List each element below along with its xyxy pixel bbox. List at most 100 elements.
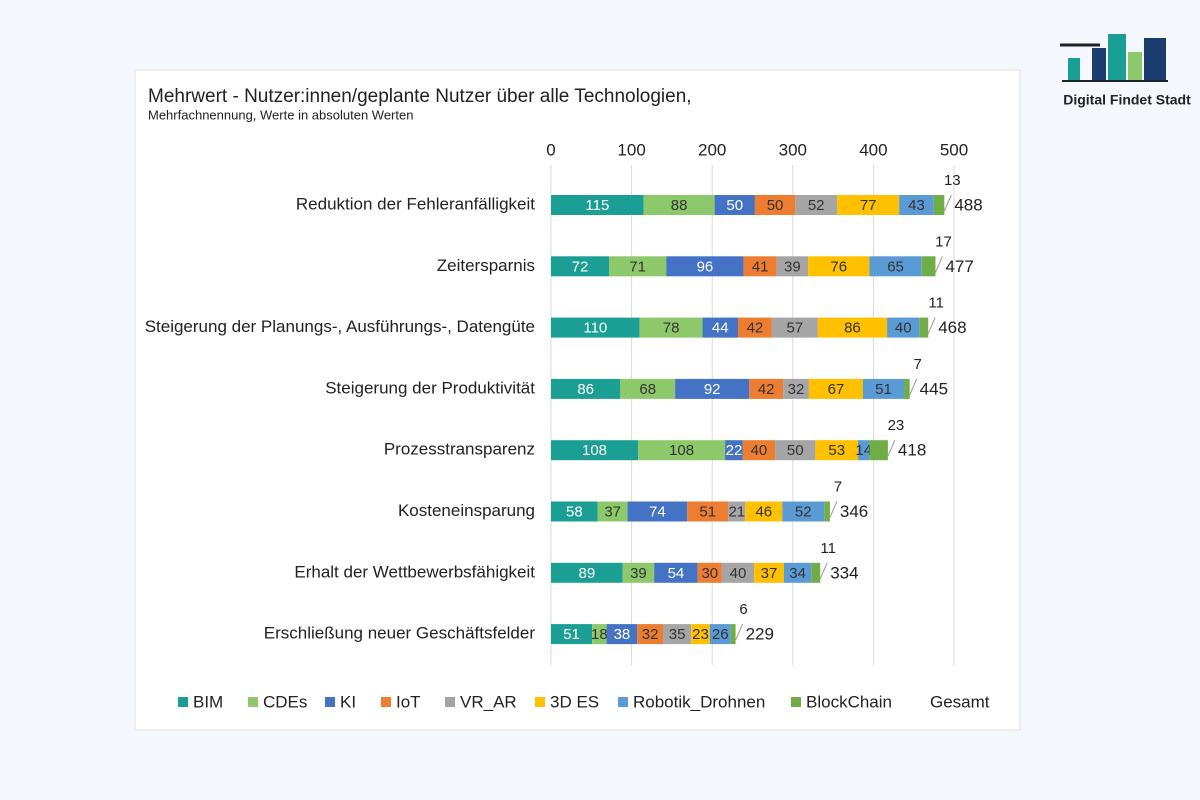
x-tick-label: 300 <box>779 140 807 159</box>
value-label: 17 <box>935 233 952 250</box>
value-label: 51 <box>563 626 580 643</box>
bar-segment <box>858 440 870 461</box>
value-label: 26 <box>712 626 729 643</box>
value-label: 18 <box>591 626 608 643</box>
leader-line <box>943 194 952 212</box>
value-label: 67 <box>828 381 845 398</box>
legend-marker <box>618 697 628 707</box>
chart-title: Mehrwert - Nutzer:innen/geplante Nutzer … <box>148 86 692 107</box>
total-label: 488 <box>954 195 982 214</box>
category-label: Steigerung der Planungs-, Ausführungs-, … <box>145 317 535 336</box>
value-label: 86 <box>577 381 594 398</box>
bar-segment <box>675 378 750 399</box>
value-label: 23 <box>692 626 709 643</box>
value-label: 72 <box>572 258 589 275</box>
legend-marker <box>325 697 335 707</box>
bar-segment <box>627 501 688 522</box>
value-label: 71 <box>629 258 646 275</box>
bar-segment <box>899 195 934 215</box>
bar-segment <box>904 378 910 399</box>
leader-line <box>819 562 828 580</box>
logo-shape <box>1108 34 1126 80</box>
bar-segment <box>721 562 755 583</box>
leader-line <box>909 378 918 396</box>
value-label: 44 <box>712 320 729 337</box>
logo-shape <box>1068 58 1080 80</box>
legend-label: CDEs <box>263 692 307 711</box>
category-label: Prozesstransparenz <box>384 440 535 459</box>
value-label: 65 <box>887 258 904 275</box>
value-label: 96 <box>697 258 714 275</box>
bar-segment <box>869 440 888 461</box>
bar-segment <box>754 195 796 215</box>
bar-segment <box>783 378 809 399</box>
legend-marker <box>381 697 391 707</box>
bar-segment <box>551 256 610 277</box>
bar-segment <box>730 624 736 645</box>
bar-segment <box>663 624 692 645</box>
x-tick-label: 200 <box>698 140 726 159</box>
value-label: 40 <box>751 442 768 459</box>
legend-marker <box>791 697 801 707</box>
bar-segment <box>606 624 638 645</box>
bar-segment <box>771 317 818 338</box>
bar-segment <box>551 501 598 522</box>
bar-segment <box>620 378 676 399</box>
category-label: Kosteneinsparung <box>398 501 535 520</box>
category-label: Erhalt der Wettbewerbsfähigkeit <box>294 562 535 581</box>
legend-label: Robotik_Drohnen <box>633 692 765 711</box>
value-label: 40 <box>895 320 912 337</box>
bar-segment <box>702 317 738 338</box>
bar-segment <box>728 501 746 522</box>
bar-segment <box>817 317 888 338</box>
value-label: 7 <box>834 478 842 495</box>
bar-segment <box>609 256 667 277</box>
value-label: 39 <box>630 565 647 582</box>
value-label: 38 <box>614 626 631 643</box>
value-label: 50 <box>767 197 784 214</box>
bar-segment <box>551 562 623 583</box>
legend-label: BlockChain <box>806 692 892 711</box>
bar-segment <box>811 562 821 583</box>
bar-segment <box>808 378 863 399</box>
value-label: 76 <box>830 258 847 275</box>
bar-segment <box>592 624 607 645</box>
bar-segment <box>551 378 621 399</box>
leader-line <box>829 501 838 518</box>
value-label: 43 <box>908 197 925 214</box>
logo-shape <box>1144 38 1166 80</box>
value-label: 92 <box>704 381 721 398</box>
value-label: 50 <box>726 197 743 214</box>
bar-segment <box>837 195 900 215</box>
value-label: 39 <box>784 258 801 275</box>
value-label: 88 <box>671 197 688 214</box>
bar-segment <box>687 501 729 522</box>
bar-segment <box>824 501 830 522</box>
bar-segment <box>815 440 859 461</box>
bar-segment <box>742 440 776 461</box>
x-tick-label: 500 <box>940 140 968 159</box>
value-label: 89 <box>579 565 596 582</box>
bar-segment <box>776 256 809 277</box>
value-label: 42 <box>758 381 775 398</box>
value-label: 6 <box>739 601 747 618</box>
total-label: 468 <box>938 318 966 337</box>
value-label: 78 <box>663 320 680 337</box>
value-label: 30 <box>701 565 718 582</box>
bar-segment <box>691 624 710 645</box>
category-label: Steigerung der Produktivität <box>325 378 535 397</box>
value-label: 37 <box>761 565 778 582</box>
value-label: 14 <box>855 442 872 459</box>
bar-segment <box>639 317 703 338</box>
value-label: 37 <box>604 503 621 520</box>
value-label: 108 <box>669 442 694 459</box>
value-label: 58 <box>566 503 583 520</box>
bar-segment <box>745 501 783 522</box>
legend-label: VR_AR <box>460 692 517 711</box>
bar-segment <box>775 440 816 461</box>
bar-segment <box>551 195 644 215</box>
legend-marker <box>445 697 455 707</box>
bar-segment <box>869 256 922 277</box>
total-label: 334 <box>830 563 858 582</box>
